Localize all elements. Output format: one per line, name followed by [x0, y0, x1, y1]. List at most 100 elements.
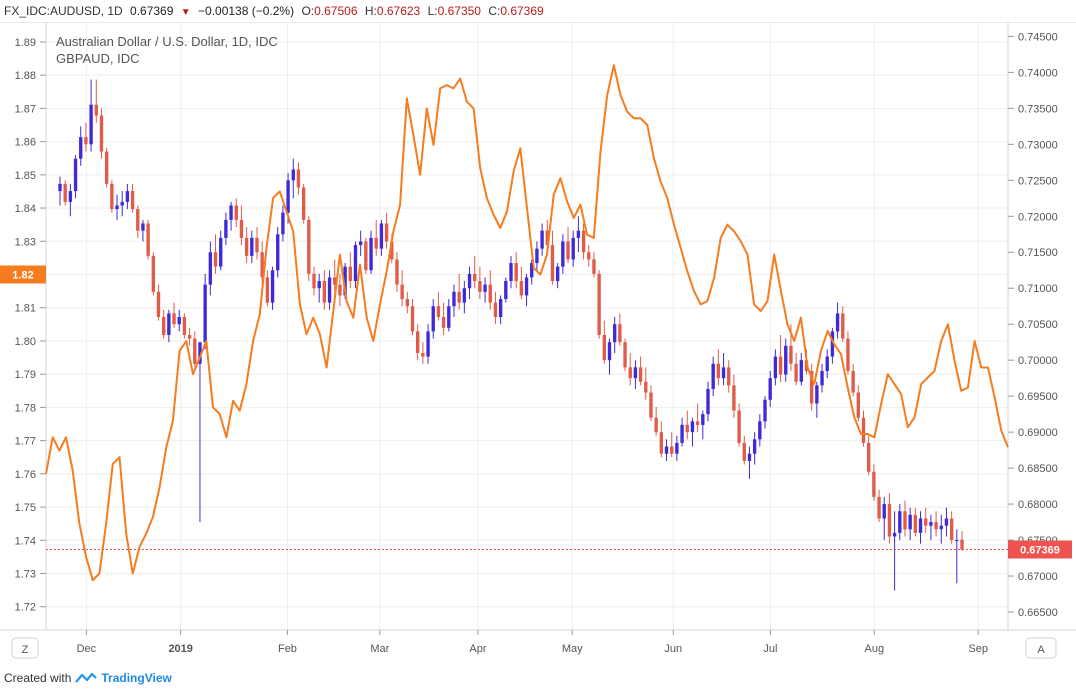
candle-body — [146, 223, 150, 256]
candle-body — [213, 252, 218, 267]
right-tick-label: 0.69000 — [1018, 427, 1058, 439]
right-axis: 0.74500 0.74000 0.73500 0.73000 0.72500 0.720… — [1008, 31, 1058, 619]
candle-body — [949, 518, 954, 541]
left-current-label-text: 1.82 — [12, 270, 33, 282]
candle-body — [260, 252, 264, 278]
candle-body — [193, 338, 197, 364]
symbol-name[interactable]: FX_IDC:AUDUSD, 1D — [4, 4, 123, 18]
candle — [104, 147, 109, 188]
candle — [193, 331, 197, 368]
candle-body — [63, 183, 67, 202]
right-scale-button-label[interactable]: A — [1037, 644, 1045, 656]
candle-body — [815, 385, 819, 404]
left-scale-button-label[interactable]: Z — [22, 644, 29, 656]
left-scale-button-bg[interactable] — [11, 637, 39, 659]
candle — [141, 219, 145, 242]
candle-body — [203, 284, 207, 343]
candle-body — [441, 317, 446, 328]
candle — [711, 356, 715, 397]
candle-body — [514, 263, 518, 282]
candle — [265, 270, 270, 307]
candle — [239, 205, 244, 246]
candle — [260, 241, 264, 285]
candle — [203, 273, 207, 350]
candle — [851, 363, 855, 397]
candle — [333, 259, 337, 292]
candle-body — [182, 317, 187, 335]
candle — [644, 367, 648, 400]
candle — [934, 511, 938, 537]
candle — [597, 270, 601, 339]
candle-body — [644, 381, 648, 393]
candle-body — [338, 284, 342, 296]
candle — [478, 266, 482, 300]
candle — [379, 219, 384, 256]
candle-body — [872, 471, 876, 497]
candle — [727, 360, 731, 393]
tradingview-brand[interactable]: TradingView — [101, 671, 172, 685]
candle-body — [488, 284, 492, 303]
left-tick-label: 1.81 — [15, 303, 36, 315]
right-tick-label: 0.74500 — [1018, 31, 1058, 43]
candle-body — [177, 317, 181, 325]
candle-body — [576, 230, 581, 238]
candle — [255, 227, 259, 260]
candle — [887, 493, 892, 544]
candle-body — [130, 191, 135, 210]
candle-body — [457, 291, 461, 303]
candle — [737, 403, 741, 447]
candle-body — [685, 424, 689, 433]
candle — [768, 370, 772, 407]
candle — [716, 349, 721, 386]
right-tick-label: 0.68500 — [1018, 463, 1058, 475]
candle — [467, 266, 472, 300]
right-tick-label: 0.73500 — [1018, 103, 1058, 115]
candle — [182, 313, 187, 339]
right-scale-button-bg[interactable] — [1025, 637, 1057, 659]
candle — [270, 266, 275, 310]
candle — [898, 504, 902, 541]
candle — [623, 338, 627, 371]
candle-body — [125, 191, 130, 202]
left-tick-label: 1.87 — [15, 103, 36, 115]
x-tick-label: Aug — [864, 643, 884, 655]
candle — [628, 352, 632, 386]
candle-body — [286, 180, 290, 213]
candle — [721, 352, 726, 386]
candle-body — [675, 442, 679, 454]
left-scale-button[interactable]: Z — [11, 637, 39, 659]
candle-body — [239, 219, 244, 238]
candle-body — [436, 306, 441, 318]
candle — [125, 183, 130, 210]
candle-body — [545, 230, 549, 246]
candle-body — [493, 302, 498, 318]
candle — [291, 158, 295, 199]
candle-body — [867, 442, 871, 472]
candle — [79, 126, 83, 166]
price-chart[interactable]: 1.89 1.88 1.87 1.86 1.85 1.84 1.83 1.82 1.81 1.80… — [0, 22, 1076, 662]
candle-body — [405, 299, 410, 307]
candle-body — [504, 281, 508, 300]
candle-body — [84, 137, 88, 145]
candle — [110, 180, 114, 213]
right-tick-label: 0.71500 — [1018, 247, 1058, 259]
candle — [452, 284, 456, 318]
close-value: 0.67369 — [500, 4, 544, 18]
candle-body — [908, 514, 912, 530]
candle-body — [307, 219, 311, 274]
candle-body — [612, 324, 617, 343]
candle-body — [73, 158, 78, 192]
candle — [58, 176, 62, 206]
candle — [618, 313, 622, 346]
candle — [73, 155, 78, 199]
left-tick-label: 1.79 — [15, 369, 36, 381]
left-tick-label: 1.78 — [15, 402, 36, 414]
candle — [815, 381, 819, 418]
candle-body — [208, 252, 213, 285]
candle — [830, 327, 835, 364]
candle-body — [498, 299, 503, 318]
candle — [120, 191, 124, 217]
right-scale-button[interactable]: A — [1025, 637, 1057, 659]
candle — [752, 432, 757, 465]
candle — [167, 309, 171, 343]
